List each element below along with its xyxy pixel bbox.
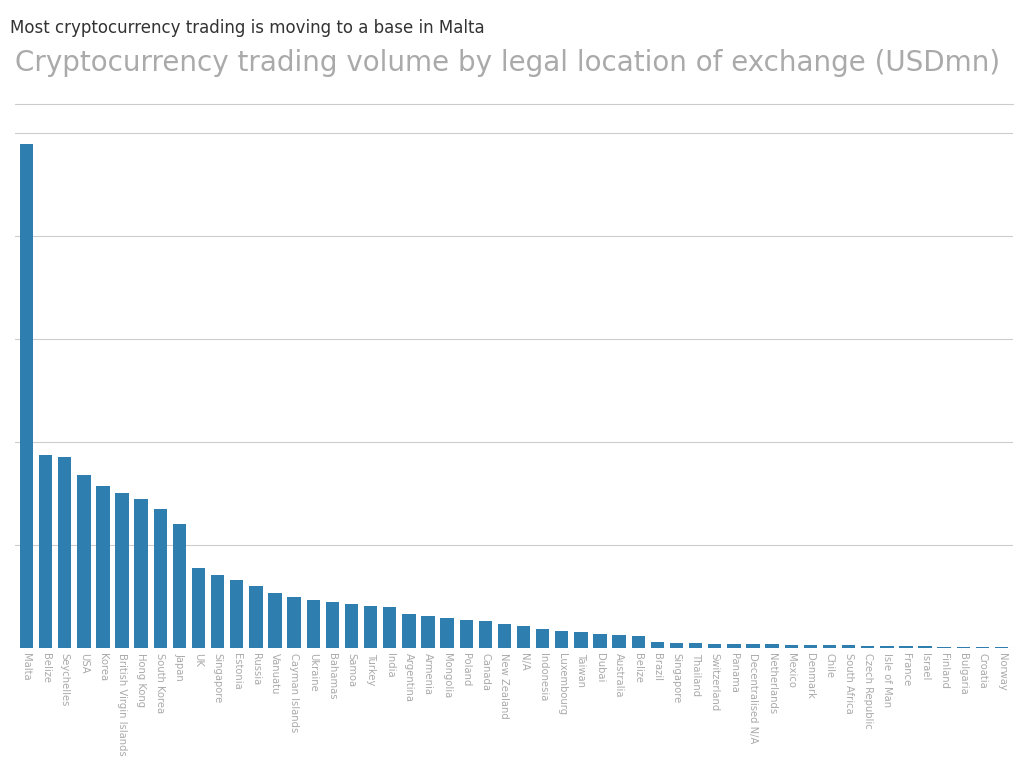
Bar: [326, 602, 339, 648]
Text: Most cryptocurrency trading is moving to a base in Malta: Most cryptocurrency trading is moving to…: [10, 19, 485, 37]
Bar: [306, 601, 320, 648]
Bar: [249, 586, 262, 648]
Bar: [268, 593, 282, 648]
Bar: [498, 625, 511, 648]
Bar: [460, 620, 473, 648]
Bar: [689, 643, 702, 648]
Bar: [766, 645, 779, 648]
Bar: [708, 644, 722, 648]
Bar: [842, 645, 855, 648]
Bar: [39, 455, 52, 648]
Bar: [651, 642, 664, 648]
Text: Cryptocurrency trading volume by legal location of exchange (USDmn): Cryptocurrency trading volume by legal l…: [15, 49, 1000, 76]
Bar: [517, 626, 530, 648]
Bar: [593, 634, 607, 648]
Bar: [555, 631, 568, 648]
Bar: [135, 499, 148, 648]
Bar: [900, 646, 913, 648]
Bar: [97, 486, 110, 648]
Bar: [861, 645, 875, 648]
Bar: [288, 598, 301, 648]
Bar: [77, 476, 90, 648]
Bar: [383, 607, 397, 648]
Bar: [822, 645, 836, 648]
Bar: [631, 636, 645, 648]
Bar: [440, 618, 453, 648]
Bar: [211, 574, 224, 648]
Bar: [364, 605, 377, 648]
Bar: [402, 614, 415, 648]
Bar: [173, 524, 186, 648]
Bar: [613, 635, 626, 648]
Bar: [20, 143, 33, 648]
Bar: [344, 604, 358, 648]
Bar: [938, 647, 951, 648]
Bar: [880, 646, 893, 648]
Bar: [153, 509, 167, 648]
Bar: [957, 647, 970, 648]
Bar: [115, 493, 128, 648]
Bar: [670, 643, 684, 648]
Bar: [804, 645, 817, 648]
Bar: [784, 645, 798, 648]
Bar: [575, 632, 588, 648]
Bar: [479, 621, 492, 648]
Bar: [58, 457, 71, 648]
Bar: [746, 644, 760, 648]
Bar: [192, 568, 206, 648]
Bar: [727, 644, 740, 648]
Bar: [230, 580, 244, 648]
Bar: [918, 646, 931, 648]
Bar: [421, 616, 435, 648]
Bar: [536, 629, 549, 648]
